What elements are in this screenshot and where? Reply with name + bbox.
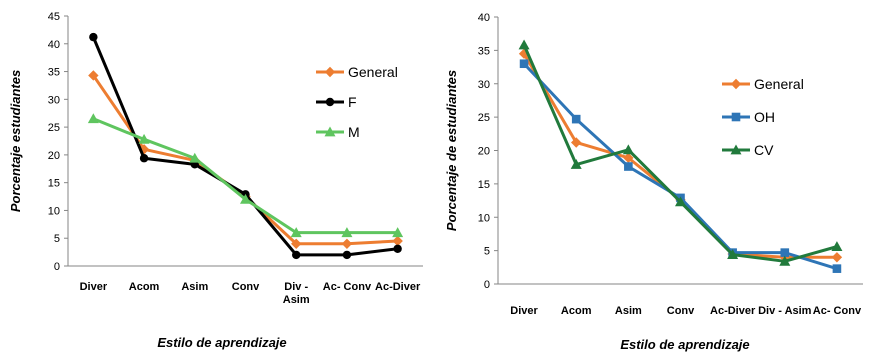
legend-swatch-marker	[730, 78, 742, 90]
data-point	[779, 255, 791, 266]
y-tick-label: 10	[478, 212, 490, 224]
x-tick-label: Conv	[232, 281, 260, 293]
y-tick-label: 40	[48, 39, 60, 51]
data-point	[519, 59, 529, 69]
x-tick-label: Ac- Conv	[813, 305, 862, 317]
legend-swatch-marker	[324, 126, 336, 137]
data-point	[780, 248, 790, 257]
legend-label: M	[348, 124, 360, 140]
data-point	[518, 39, 530, 50]
data-point	[291, 238, 302, 249]
chart-program: 0 5 10 15 20 25 30 35 40 Diver Acom Asim Conv Ac-Dive…	[444, 12, 863, 352]
data-point	[89, 32, 98, 42]
x-tick-label: Div -Asim	[283, 281, 310, 306]
data-point	[138, 133, 150, 144]
y-tick-label: 5	[484, 246, 490, 258]
y-tick-label: 20	[478, 146, 490, 158]
data-point	[570, 159, 582, 169]
legend-swatch-marker	[731, 112, 741, 122]
legend-item-f: F	[316, 94, 357, 110]
y-axis-title: Porcentaje estudiantes	[8, 70, 23, 212]
data-point	[832, 264, 842, 273]
data-point	[675, 196, 686, 207]
y-tick-label: 25	[48, 122, 60, 134]
y-tick-label: 35	[48, 67, 60, 79]
legend-item-m: M	[316, 124, 360, 140]
data-point	[341, 227, 353, 238]
legend-swatch-marker	[730, 144, 742, 155]
data-point	[571, 137, 582, 148]
data-point	[623, 152, 634, 164]
data-point	[392, 227, 404, 238]
x-tick-label: Ac- Conv	[323, 281, 372, 293]
y-tick-label: 20	[48, 150, 60, 162]
legend-label: General	[754, 76, 804, 92]
y-tick-label: 0	[54, 261, 60, 273]
x-tick-label: Acom	[129, 281, 160, 293]
legend-label: CV	[754, 142, 774, 158]
y-tick-label: 30	[478, 79, 490, 91]
data-point	[87, 113, 99, 124]
series-cv	[518, 39, 843, 266]
legend-label: General	[348, 64, 398, 80]
data-point	[292, 250, 301, 260]
series-line	[522, 62, 838, 271]
data-point	[727, 249, 739, 260]
x-tick-label: Acom	[561, 305, 592, 317]
x-axis-title: Estilo de aprendizaje	[620, 337, 749, 352]
legend-label: OH	[754, 109, 775, 125]
y-tick-label: 25	[478, 112, 490, 124]
legend-label: F	[348, 94, 357, 110]
x-tick-label: Div - Asim	[758, 305, 812, 317]
data-point	[831, 241, 843, 252]
legend-item-general: General	[316, 64, 398, 80]
data-point	[342, 250, 352, 260]
y-tick-label: 45	[48, 11, 60, 23]
y-axis-title: Porcentaje de estudiantes	[444, 70, 459, 231]
x-tick-label: Asim	[181, 281, 208, 293]
data-point	[139, 154, 149, 163]
legend-item-oh: OH	[722, 109, 775, 125]
y-tick-label: 30	[48, 94, 60, 106]
data-point	[571, 114, 581, 124]
x-tick-label: Ac-Diver	[710, 305, 756, 317]
y-tick-label: 0	[484, 279, 490, 291]
data-point	[393, 244, 402, 253]
y-tick-label: 5	[54, 233, 60, 245]
legend-swatch-marker	[324, 66, 336, 78]
x-tick-label: Asim	[615, 305, 642, 317]
y-tick-label: 40	[478, 12, 490, 24]
legend-item-general: General	[722, 76, 804, 92]
data-point	[624, 162, 633, 171]
data-point	[341, 238, 353, 249]
x-axis-title: Estilo de aprendizaje	[157, 335, 286, 350]
x-tick-label: Ac-Diver	[375, 281, 421, 293]
legend-item-cv: CV	[722, 142, 774, 158]
data-point	[189, 152, 201, 163]
legend-swatch-marker	[325, 97, 335, 107]
data-point	[88, 70, 99, 81]
y-tick-label: 35	[478, 45, 490, 57]
x-tick-label: Conv	[667, 305, 695, 317]
data-point	[290, 227, 302, 238]
series-m	[87, 113, 404, 238]
x-tick-label: Diver	[510, 305, 538, 317]
y-tick-label: 15	[48, 178, 60, 190]
y-tick-label: 15	[478, 179, 490, 191]
data-point	[392, 235, 403, 247]
data-point	[831, 252, 843, 263]
x-tick-label: Diver	[80, 281, 108, 293]
chart-gender: 0 5 10 15 20 25 30 35 40 45 Diver Acom Asim Conv Div -…	[8, 11, 423, 350]
data-point	[240, 193, 251, 204]
data-point	[622, 144, 634, 155]
y-tick-label: 10	[48, 205, 60, 217]
